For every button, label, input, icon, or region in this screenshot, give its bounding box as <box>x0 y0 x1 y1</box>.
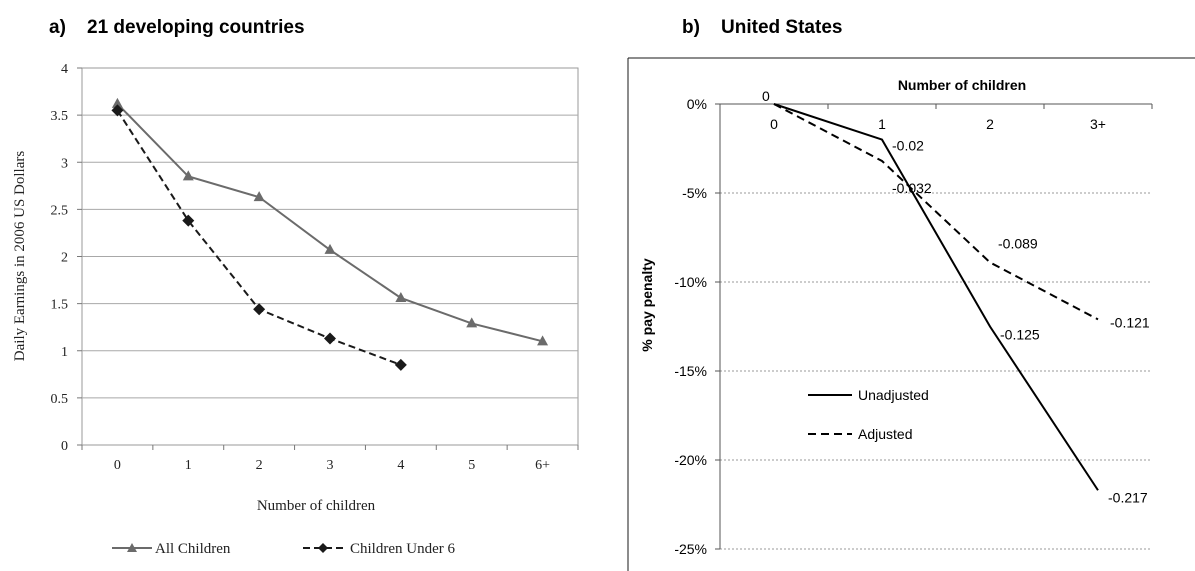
chart-b-data-label: -0.125 <box>1000 327 1040 343</box>
chart-a-y-tick-label: 0 <box>61 439 68 454</box>
chart-a-y-tick-label: 1.5 <box>51 298 69 313</box>
chart-a-y-tick-label: 1 <box>61 345 68 360</box>
chart-a-diamond-point <box>111 104 124 117</box>
chart-b-x-axis-label: Number of children <box>898 77 1026 93</box>
chart-b-y-tick-label: -5% <box>682 185 707 201</box>
chart-b-series-line-1 <box>773 103 1099 321</box>
chart-b-x-tick-label: 1 <box>878 116 886 132</box>
chart-b-data-label: -0.089 <box>998 235 1038 251</box>
chart-a-triangle-point <box>253 191 265 202</box>
chart-a-x-tick-label: 4 <box>397 458 404 473</box>
chart-b-y-tick-label: -25% <box>674 541 707 557</box>
chart-a-diamond-point <box>182 214 195 227</box>
chart-a-x-tick-label: 2 <box>256 458 263 473</box>
legend-adjusted: Adjusted <box>858 426 912 442</box>
legend-all-children: All Children <box>155 541 231 557</box>
chart-a-y-tick-label: 0.5 <box>51 392 69 407</box>
chart-a-x-tick-label: 5 <box>468 458 475 473</box>
chart-b-y-tick-label: 0% <box>687 96 707 112</box>
chart-b-legend: Unadjusted Adjusted <box>808 387 929 442</box>
chart-b-x-tick-label: 2 <box>986 116 994 132</box>
panel-a-title: a) 21 developing countries <box>49 17 305 38</box>
chart-b-y-axis-label: % pay penalty <box>639 258 655 352</box>
chart-b-x-tick-label: 0 <box>770 116 778 132</box>
chart-b-x-tick-label: 3+ <box>1090 116 1106 132</box>
chart-b-data-label: -0.032 <box>892 180 932 196</box>
chart-a-triangle-point <box>537 335 549 346</box>
chart-a-triangle-point <box>324 243 336 254</box>
chart-b-data-label: -0.02 <box>892 138 924 154</box>
chart-a-diamond-point <box>253 303 266 316</box>
chart-a-triangle-point <box>395 291 407 302</box>
chart-a-x-tick-label: 6+ <box>535 458 550 473</box>
chart-a: 0 0.5 1 1.5 2 2.5 3 3.5 4 0 1 2 3 4 5 6+ Number of chi… <box>12 62 579 557</box>
chart-b: 0% -5% -10% -15% -20% -25% 0 1 2 3+ 0 -0.02 -0.125… <box>627 57 1195 571</box>
chart-b-data-label: -0.217 <box>1108 489 1148 505</box>
chart-a-x-tick-label: 0 <box>114 458 121 473</box>
chart-a-y-tick-label: 2.5 <box>51 203 69 218</box>
legend-triangle-marker <box>127 543 137 552</box>
chart-a-x-tick-label: 3 <box>327 458 334 473</box>
chart-a-diamond-point <box>324 332 336 345</box>
chart-a-x-axis-label: Number of children <box>257 498 376 514</box>
chart-b-data-label: 0 <box>762 88 770 104</box>
chart-b-y-tick-label: -15% <box>674 363 707 379</box>
chart-a-y-tick-label: 2 <box>61 251 68 266</box>
chart-a-y-axis-label: Daily Earnings in 2006 US Dollars <box>12 151 28 362</box>
panel-b-title: b) United States <box>682 17 842 38</box>
legend-children-under-6: Children Under 6 <box>350 541 455 557</box>
chart-a-x-tick-label: 1 <box>185 458 192 473</box>
chart-a-triangle-point <box>466 317 478 328</box>
chart-b-data-label: -0.121 <box>1110 314 1150 330</box>
chart-a-y-tick-label: 3.5 <box>51 109 69 124</box>
chart-b-series-line-0 <box>773 103 1099 491</box>
chart-a-y-tick-label: 3 <box>61 156 68 171</box>
chart-a-triangle-point <box>111 97 123 108</box>
chart-b-y-tick-label: -20% <box>674 452 707 468</box>
chart-a-triangle-point <box>182 170 194 181</box>
chart-a-diamond-point <box>394 358 407 371</box>
chart-a-y-tick-label: 4 <box>61 62 68 77</box>
chart-a-legend: All Children Children Under 6 <box>112 541 455 557</box>
legend-unadjusted: Unadjusted <box>858 387 929 403</box>
legend-diamond-marker <box>318 543 328 553</box>
chart-b-y-tick-label: -10% <box>674 274 707 290</box>
